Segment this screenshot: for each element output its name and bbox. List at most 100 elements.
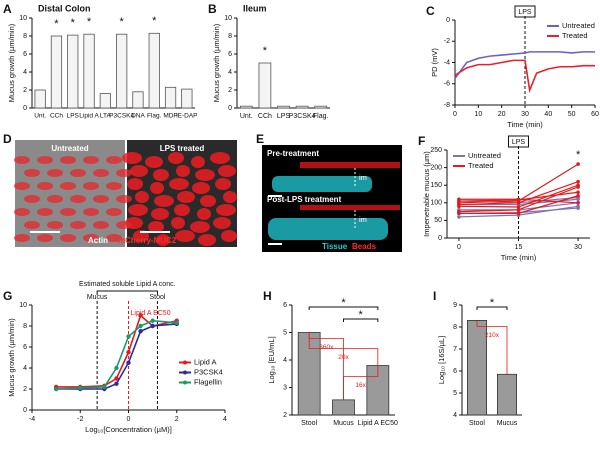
y-tick-label: 6 xyxy=(228,51,232,58)
point xyxy=(174,320,179,326)
point xyxy=(576,162,580,166)
x-tick-label: 15 xyxy=(515,244,523,251)
texture xyxy=(37,234,53,242)
texture xyxy=(150,182,164,194)
y-tick-label: 100 xyxy=(430,200,442,207)
image-label: Untreated xyxy=(51,144,88,153)
y-tick-label: 2 xyxy=(23,386,27,393)
texture xyxy=(70,221,86,229)
fit-line xyxy=(56,314,177,388)
significance-star: * xyxy=(341,297,346,309)
y-tick-label: 4 xyxy=(23,365,27,372)
point xyxy=(457,197,461,202)
y-tick-label: 0 xyxy=(23,105,27,112)
y-tick-label: 2 xyxy=(23,87,27,94)
point xyxy=(150,323,155,329)
texture xyxy=(60,182,76,190)
x-axis-label: Time (min) xyxy=(507,120,543,129)
y-tick-label: 8 xyxy=(23,33,27,40)
texture xyxy=(70,195,86,203)
point xyxy=(138,323,143,329)
texture xyxy=(83,156,99,164)
y-tick-label: 0 xyxy=(23,407,27,414)
y-tick-label: 2 xyxy=(228,87,232,94)
texture xyxy=(127,178,143,190)
texture xyxy=(47,221,63,229)
x-tick-label: Mucus xyxy=(333,420,354,427)
x-tick-label: Flag. xyxy=(313,113,329,120)
point xyxy=(576,179,580,184)
significance-star: * xyxy=(263,45,268,57)
texture xyxy=(83,234,99,242)
x-tick-label: 10 xyxy=(474,111,482,118)
x-tick-label: CCh xyxy=(258,113,272,120)
panel-letter: G xyxy=(3,289,12,303)
image-label: mCherry-MUC2 xyxy=(118,236,177,245)
texture xyxy=(37,156,53,164)
texture xyxy=(116,195,132,203)
texture xyxy=(83,182,99,190)
point xyxy=(126,334,131,339)
point xyxy=(576,201,580,205)
texture xyxy=(106,208,122,216)
point xyxy=(53,386,59,392)
x-tick-label: 4 xyxy=(223,416,227,423)
y-tick-label: 10 xyxy=(19,302,27,309)
y-tick-label: 0 xyxy=(446,17,450,24)
point xyxy=(576,190,580,195)
point xyxy=(457,209,461,214)
bracket xyxy=(96,290,158,295)
image-label: Tissue xyxy=(322,242,348,251)
y-tick-label: 50 xyxy=(434,217,442,224)
bar xyxy=(99,93,111,109)
point xyxy=(102,384,107,390)
bar xyxy=(239,105,253,109)
texture xyxy=(116,169,132,177)
y-tick-label: -4 xyxy=(444,59,450,66)
texture xyxy=(197,208,211,220)
texture xyxy=(60,234,76,242)
x-tick-label: 0 xyxy=(457,244,461,251)
point xyxy=(114,365,119,371)
texture xyxy=(223,191,237,203)
texture xyxy=(213,217,231,229)
x-tick-label: 0 xyxy=(453,111,457,118)
image-label: Beads xyxy=(352,242,377,251)
y-tick-label: 6 xyxy=(23,51,27,58)
x-tick-label: Stool xyxy=(469,420,485,427)
significance-bracket xyxy=(308,306,379,310)
y-tick-label: 10 xyxy=(19,15,27,22)
significance-star: * xyxy=(71,17,76,29)
texture xyxy=(135,191,149,203)
texture xyxy=(210,152,230,164)
x-tick-label: LPS xyxy=(277,113,291,120)
texture xyxy=(122,152,142,164)
texture xyxy=(128,204,148,216)
point xyxy=(576,193,580,198)
point xyxy=(516,211,521,216)
texture xyxy=(198,234,216,246)
texture xyxy=(60,156,76,164)
legend-label: Flagellin xyxy=(194,377,222,386)
line xyxy=(454,51,595,79)
bar xyxy=(164,86,177,109)
panel-letter: H xyxy=(263,289,272,303)
texture xyxy=(154,195,174,207)
texture xyxy=(83,208,99,216)
image-label: im xyxy=(359,215,367,224)
y-tick-label: 4 xyxy=(23,69,27,76)
y-tick-label: 5 xyxy=(283,329,287,336)
x-tick-label: 30 xyxy=(521,111,529,118)
y-axis-label: Mucus growth (µm/min) xyxy=(7,23,16,102)
x-tick-label: 60 xyxy=(591,111,599,118)
y-tick-label: 6 xyxy=(283,302,287,309)
tissue-band xyxy=(268,218,388,240)
x-axis-label: Log₁₀[Concentration (µM)] xyxy=(85,425,172,434)
y-tick-label: 150 xyxy=(430,182,442,189)
texture xyxy=(169,178,189,190)
y-tick-label: 8 xyxy=(453,324,457,331)
legend-label: Untreated xyxy=(468,151,501,160)
x-tick-label: 0 xyxy=(127,416,131,423)
point xyxy=(138,329,143,334)
chart-title: Distal Colon xyxy=(38,3,91,13)
